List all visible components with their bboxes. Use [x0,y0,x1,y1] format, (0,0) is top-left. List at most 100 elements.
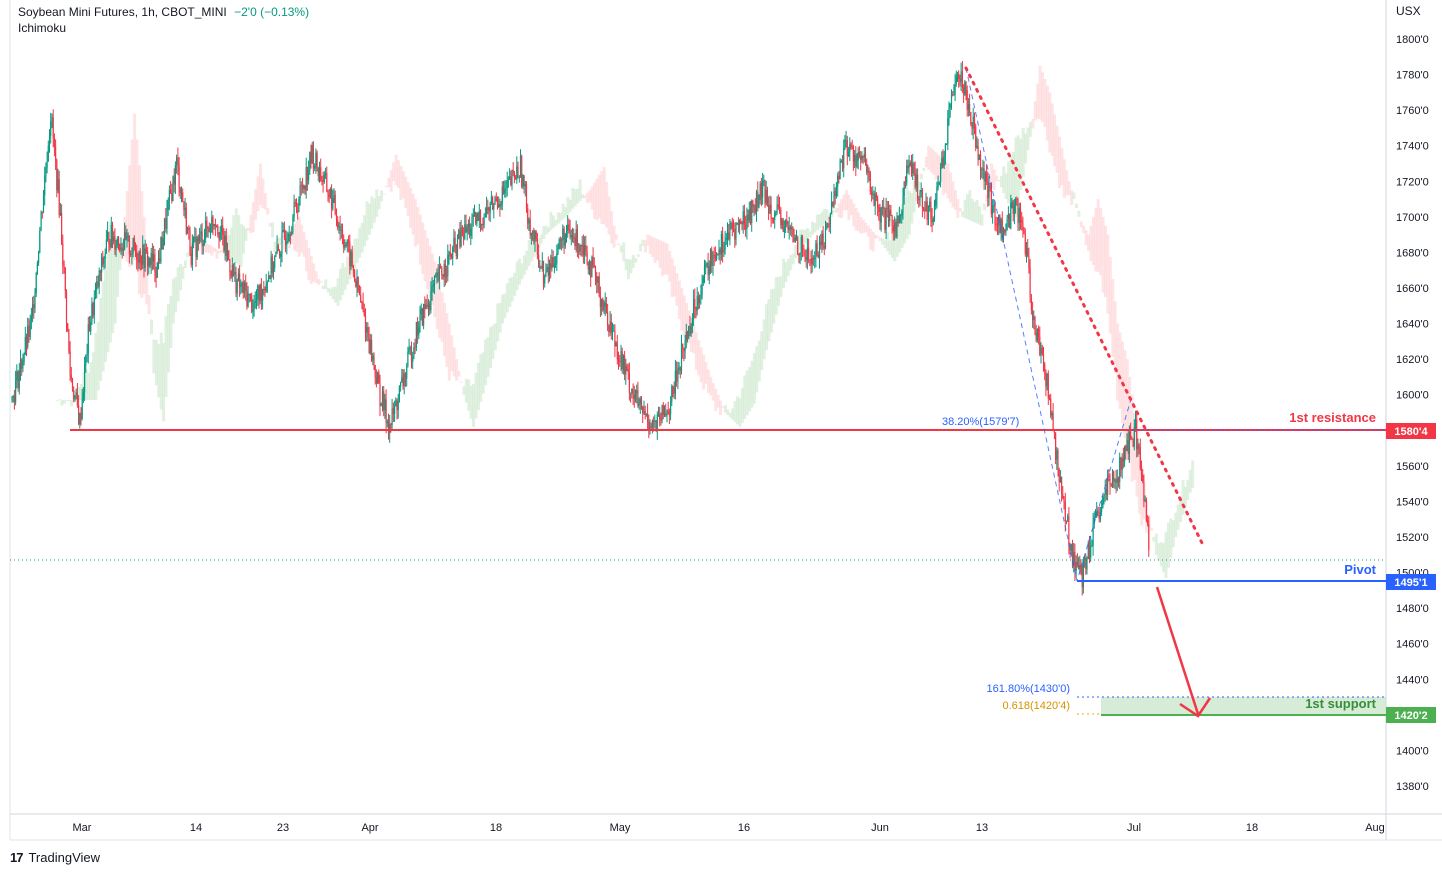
candle-body [976,145,978,148]
cloud-segment [927,145,931,170]
brand-name[interactable]: TradingView [28,850,101,865]
candle-body [351,252,353,266]
time-tick-label: Aug [1365,822,1385,834]
candle-body [1085,557,1087,570]
candle-body [958,73,960,80]
candle-body [366,327,368,333]
cloud-segment [435,271,439,329]
price-tick-label: 1480'0 [1396,603,1429,615]
candle-body [76,392,78,406]
cloud-segment [767,299,771,342]
cloud-segment [505,283,509,313]
candle-body [372,355,374,361]
candle-body [384,399,386,411]
cloud-segment [578,179,582,201]
candle-body [988,186,990,198]
symbol-title[interactable]: Soybean Mini Futures, 1h, CBOT_MINI [18,5,227,19]
cloud-segment [1031,119,1035,129]
candle-body [772,218,775,220]
candle-body [901,212,903,216]
candle-body [642,406,644,414]
price-axis[interactable]: 1800'0 1780'0 1760'0 1740'0 1720'0 1700'0 1680… [1396,34,1429,793]
candle-body [165,218,167,229]
cloud-segment [399,165,403,201]
cloud-segment [755,346,759,393]
candle-body [743,211,745,225]
candle-body [389,424,391,434]
cloud-segment [474,372,478,419]
cloud-segment [389,170,393,192]
candle-body [831,201,833,214]
candle-body [513,171,515,178]
candle-body [1065,521,1068,522]
candle-body [463,235,465,239]
candle-body [369,339,371,354]
candle-body [697,295,699,304]
candle-body [736,223,738,225]
candle-body [599,296,601,308]
candle-body [502,186,505,194]
candle-body [552,257,554,268]
cloud-segment [1169,518,1173,558]
candle-body [87,324,89,354]
candle-body [575,229,577,247]
currency-label[interactable]: USX [1396,4,1421,18]
cloud-segment [941,159,945,195]
cloud-segment [808,231,812,238]
cloud-segment [137,165,141,295]
candle-body [270,256,272,279]
symbol-row[interactable]: Soybean Mini Futures, 1h, CBOT_MINI −2'0… [18,4,309,20]
candle-body [121,247,123,251]
candle-body [61,212,63,244]
candle-body [547,267,549,276]
candle-body [56,159,58,191]
candle-body [921,190,923,208]
candle-body [630,392,632,394]
cloud-segment [861,219,865,234]
price-tick-label: 1540'0 [1396,496,1429,508]
candle-body [732,228,735,230]
time-axis[interactable]: Mar 14 23 Apr 18 May 16 Jun 13 Jul 18 Aug [73,822,1385,834]
candle-body [745,224,747,230]
candle-body [797,237,799,255]
candle-body [584,245,586,255]
indicator-name[interactable]: Ichimoku [18,21,67,35]
candle-body [633,394,635,400]
cloud-segment [985,194,989,202]
cloud-segment [636,254,640,257]
candle-body [699,297,701,304]
candle-body [1023,230,1025,234]
candle-body [1045,371,1047,387]
candle-body [655,420,657,431]
candle-body [226,250,229,257]
candle-body [173,176,175,185]
candle-body [701,283,703,295]
time-tick-label: Apr [361,822,378,834]
cloud-segment [1099,208,1103,275]
candle-body [276,245,278,253]
candle-body [505,188,507,190]
cloud-segment [278,237,282,246]
candle-body [133,237,135,250]
time-tick-label: 13 [976,822,988,834]
candle-body [615,342,617,347]
candle-body [329,188,331,198]
candle-body [1042,353,1045,364]
candle-body [562,228,564,240]
price-tick-label: 1720'0 [1396,176,1429,188]
candle-body [708,265,710,276]
candle-body [795,237,798,239]
time-tick-label: Mar [73,822,92,834]
cloud-segment [254,189,258,220]
cloud-segment [486,337,490,377]
candle-body [458,230,460,239]
cloud-segment [336,278,340,306]
candle-body [1104,488,1106,495]
candle-body [234,271,236,275]
candle-body [1056,450,1058,460]
price-tick-label: 1440'0 [1396,674,1429,686]
cloud-segment [312,263,316,282]
candle-body [755,191,758,213]
cloud-segment [1140,465,1144,526]
